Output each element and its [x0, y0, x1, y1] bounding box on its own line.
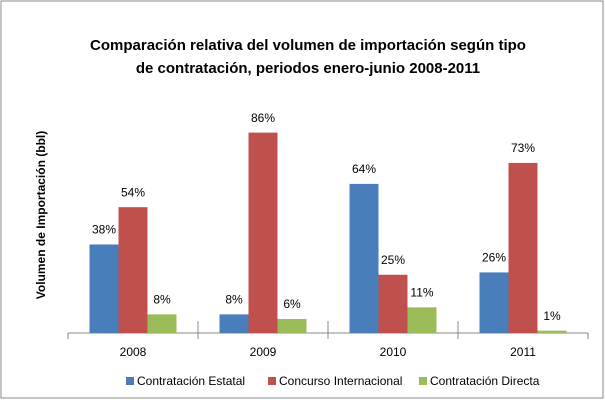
bar — [537, 330, 567, 333]
legend-label: Concurso Internacional — [279, 374, 402, 388]
value-label: 1% — [543, 309, 561, 323]
y-axis-title: Volumen de Importación (bbl) — [34, 131, 48, 299]
bar — [147, 314, 177, 333]
x-tick-label: 2010 — [380, 345, 407, 359]
bar — [219, 314, 249, 333]
legend-swatch — [419, 377, 427, 385]
value-label: 54% — [121, 185, 145, 199]
bar — [508, 162, 538, 333]
bar — [118, 207, 148, 333]
bar — [248, 132, 278, 333]
chart-title: de contratación, periodos enero-junio 20… — [136, 60, 480, 77]
legend-label: Contratación Directa — [430, 374, 540, 388]
value-label: 64% — [352, 162, 376, 176]
value-label: 86% — [251, 111, 275, 125]
legend-swatch — [126, 377, 134, 385]
legend-swatch — [268, 377, 276, 385]
value-label: 6% — [283, 297, 301, 311]
bar — [378, 274, 408, 333]
value-label: 25% — [381, 253, 405, 267]
value-label: 8% — [225, 293, 243, 307]
legend-label: Contratación Estatal — [137, 374, 245, 388]
x-tick-label: 2011 — [510, 345, 536, 359]
bar — [479, 272, 509, 333]
bar — [349, 183, 379, 333]
bar — [277, 319, 307, 333]
bar — [89, 244, 119, 333]
x-tick-label: 2009 — [250, 345, 277, 359]
value-label: 73% — [511, 141, 535, 155]
bar — [407, 307, 437, 333]
chart-title: Comparación relativa del volumen de impo… — [90, 37, 526, 54]
x-tick-label: 2008 — [120, 345, 147, 359]
value-label: 38% — [92, 223, 116, 237]
value-label: 11% — [410, 286, 433, 300]
value-label: 26% — [482, 251, 506, 265]
value-label: 8% — [153, 293, 171, 307]
